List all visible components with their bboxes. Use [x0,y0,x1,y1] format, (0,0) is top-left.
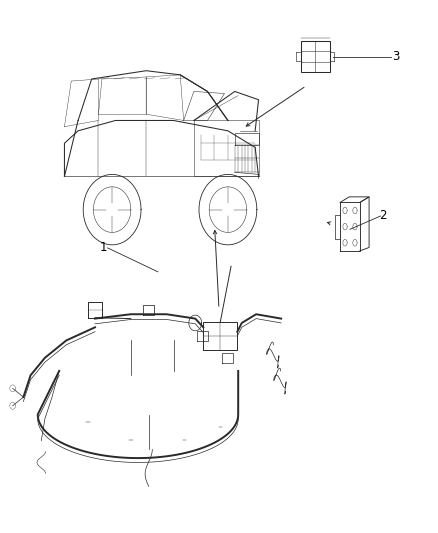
Text: 2: 2 [379,209,386,222]
Text: 3: 3 [392,50,399,63]
Text: 1: 1 [99,241,107,254]
